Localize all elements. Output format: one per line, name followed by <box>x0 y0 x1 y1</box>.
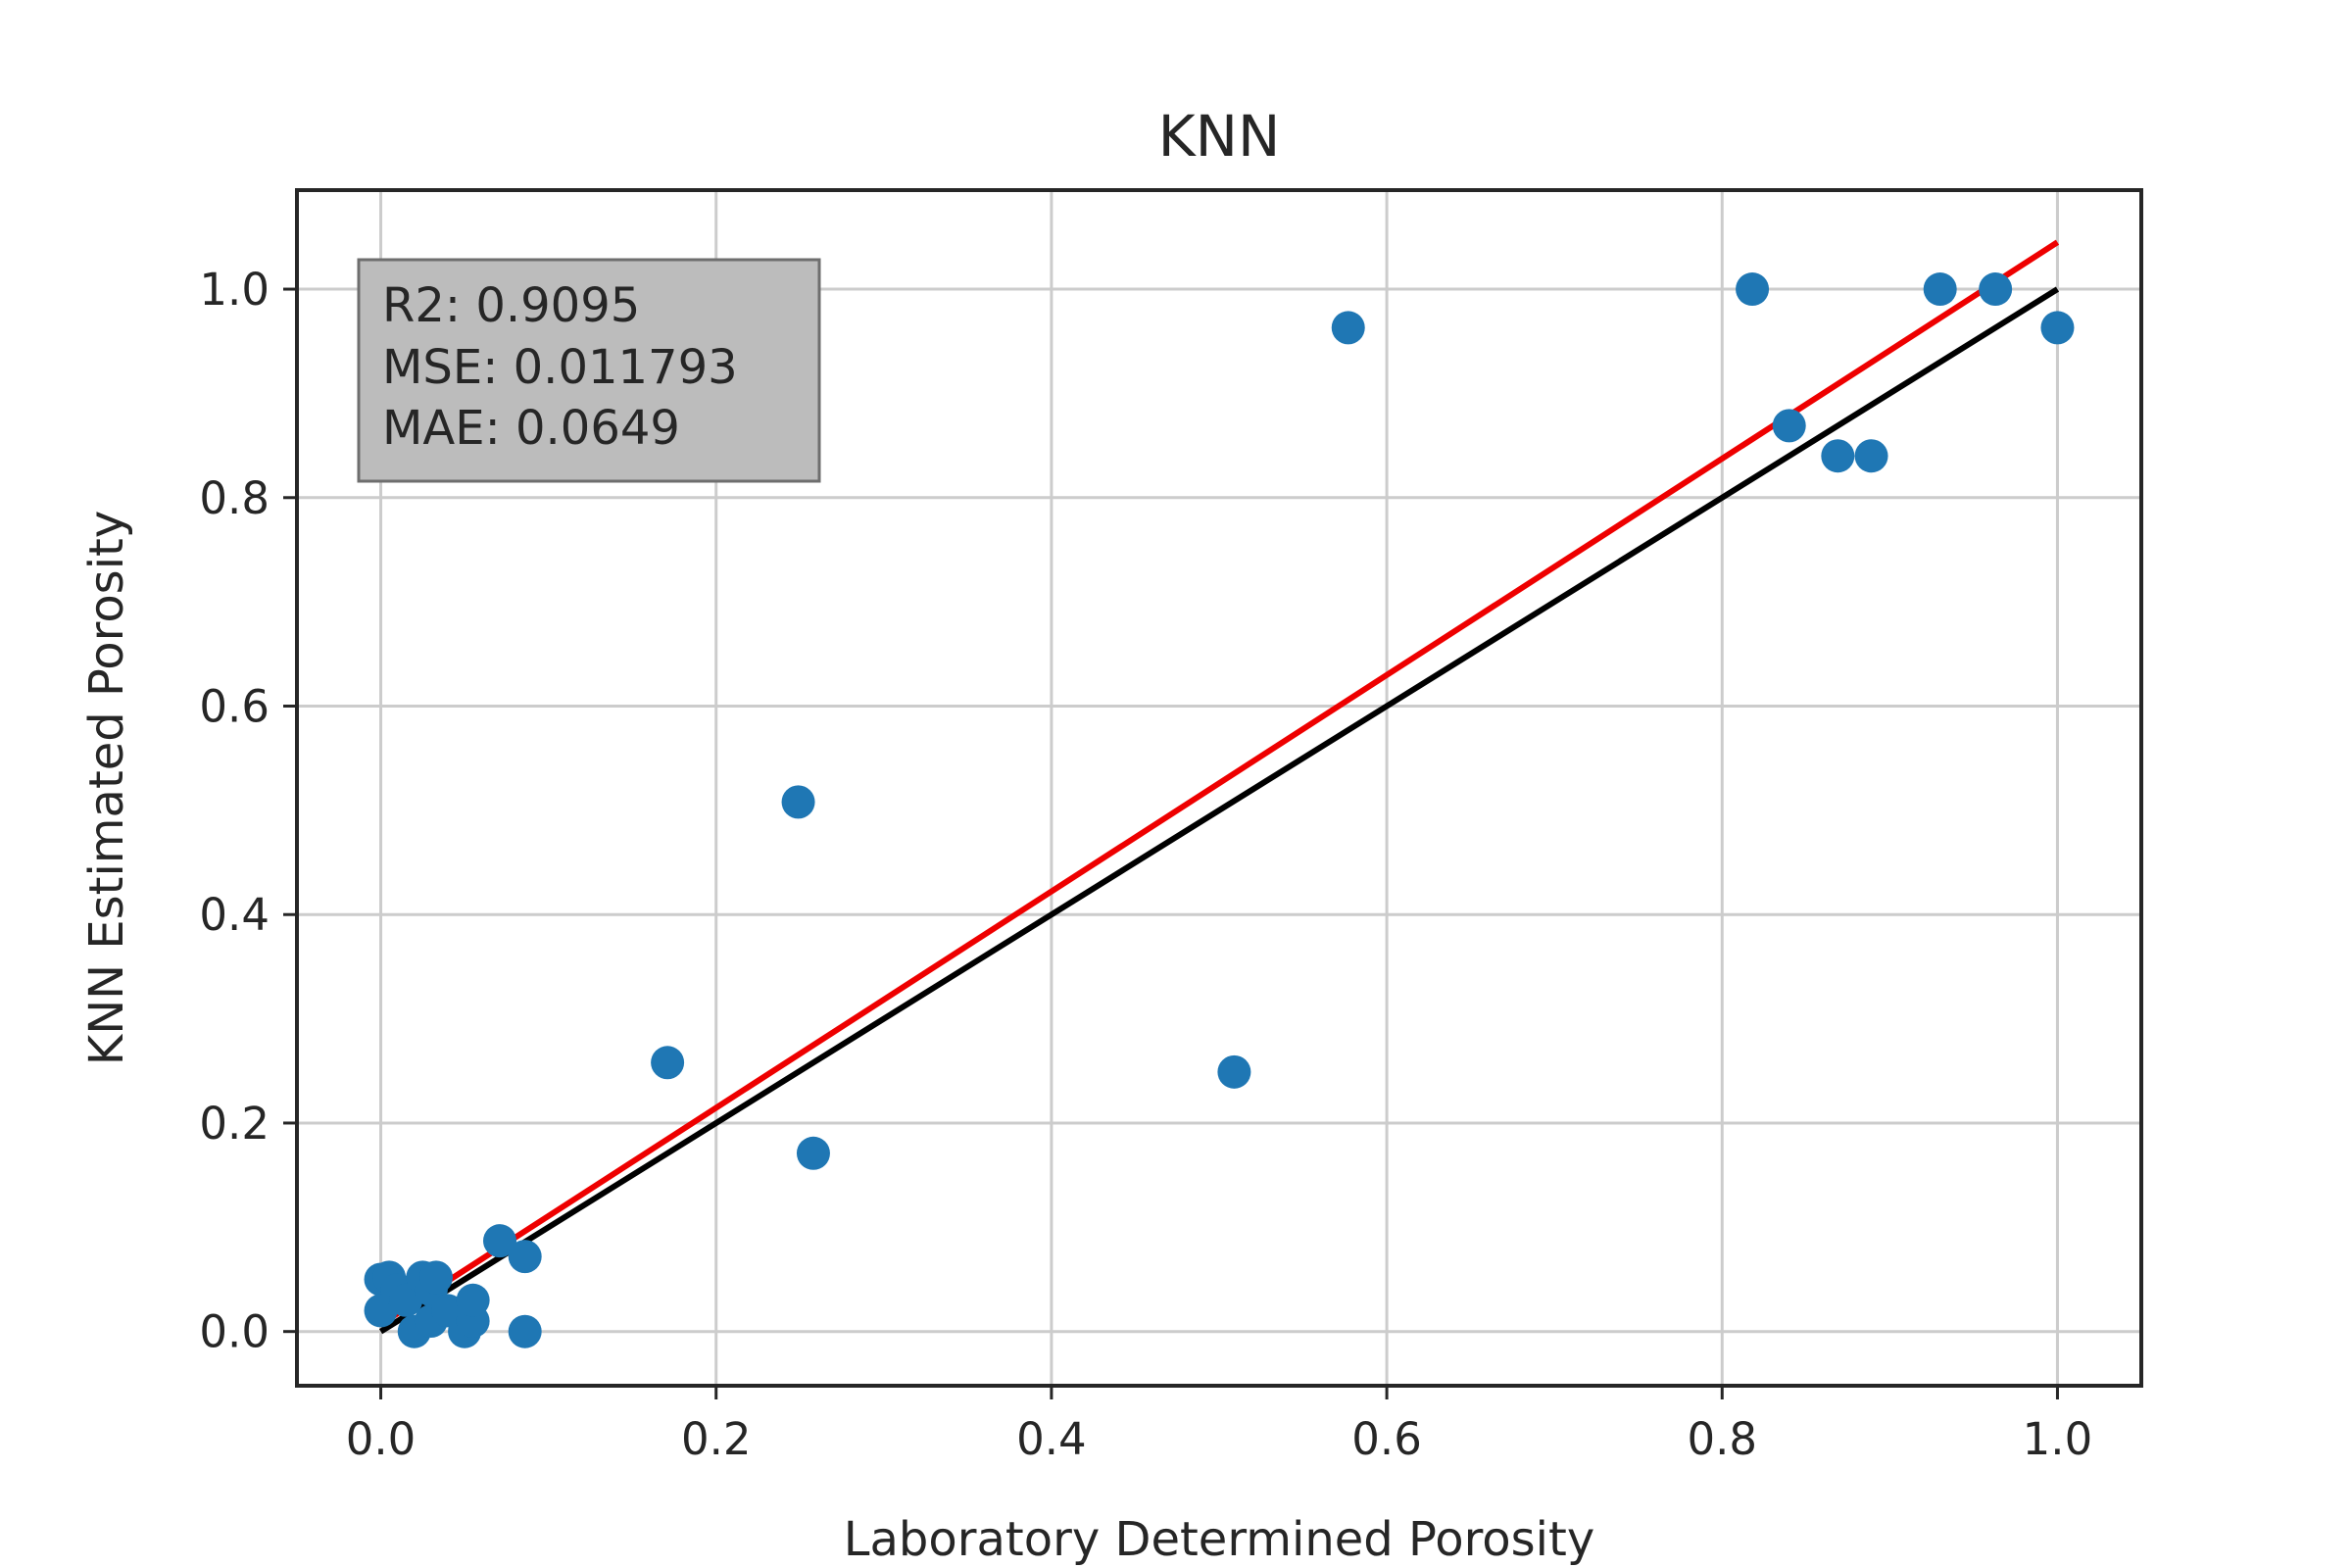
plot-frame <box>295 188 2143 1388</box>
x-tick-label: 0.6 <box>1351 1413 1422 1465</box>
stats-mse: MSE: 0.011793 <box>382 340 738 395</box>
data-point <box>1772 409 1806 443</box>
data-point <box>781 785 815 819</box>
data-point <box>796 1136 830 1170</box>
data-point <box>651 1046 685 1080</box>
data-point <box>389 1283 423 1317</box>
x-tick-label: 0.0 <box>346 1413 416 1465</box>
x-axis-label: Laboratory Determined Porosity <box>844 1512 1594 1567</box>
data-point <box>1854 439 1888 473</box>
identity-line <box>378 286 2060 1335</box>
x-tick-label: 0.8 <box>1687 1413 1757 1465</box>
axis-ticks: 0.0 0.2 0.4 0.6 0.8 1.0 0.0 0.2 0.4 0.6 0.8 1.0 <box>199 264 2092 1465</box>
x-tick-label: 0.2 <box>681 1413 752 1465</box>
data-point <box>508 1240 542 1274</box>
data-point <box>1979 272 2013 307</box>
data-point <box>483 1224 517 1258</box>
x-tick-label: 0.4 <box>1016 1413 1087 1465</box>
data-point <box>456 1283 490 1317</box>
y-tick-label: 0.8 <box>199 472 270 524</box>
stats-box-background <box>357 258 821 483</box>
y-tick-label: 0.2 <box>199 1098 270 1150</box>
chart-title: KNN <box>1158 103 1281 170</box>
stats-mae: MAE: 0.0649 <box>382 401 680 456</box>
y-tick-label: 0.0 <box>199 1306 270 1358</box>
data-point <box>2040 311 2075 345</box>
stats-box: R2: 0.9095 MSE: 0.011793 MAE: 0.0649 <box>357 258 821 483</box>
y-tick-label: 1.0 <box>199 264 270 316</box>
data-point <box>1217 1054 1251 1089</box>
data-points <box>364 272 2075 1348</box>
grid <box>297 190 2141 1386</box>
data-point <box>1821 439 1855 473</box>
data-point <box>419 1260 454 1295</box>
y-tick-label: 0.6 <box>199 681 270 733</box>
data-point <box>1331 311 1365 345</box>
data-point <box>508 1314 542 1348</box>
x-tick-label: 1.0 <box>2023 1413 2093 1465</box>
data-point <box>1736 272 1770 307</box>
data-point <box>1923 272 1957 307</box>
y-tick-label: 0.4 <box>199 889 270 941</box>
y-axis-label: KNN Estimated Porosity <box>79 511 134 1066</box>
stats-r2: R2: 0.9095 <box>382 278 640 333</box>
